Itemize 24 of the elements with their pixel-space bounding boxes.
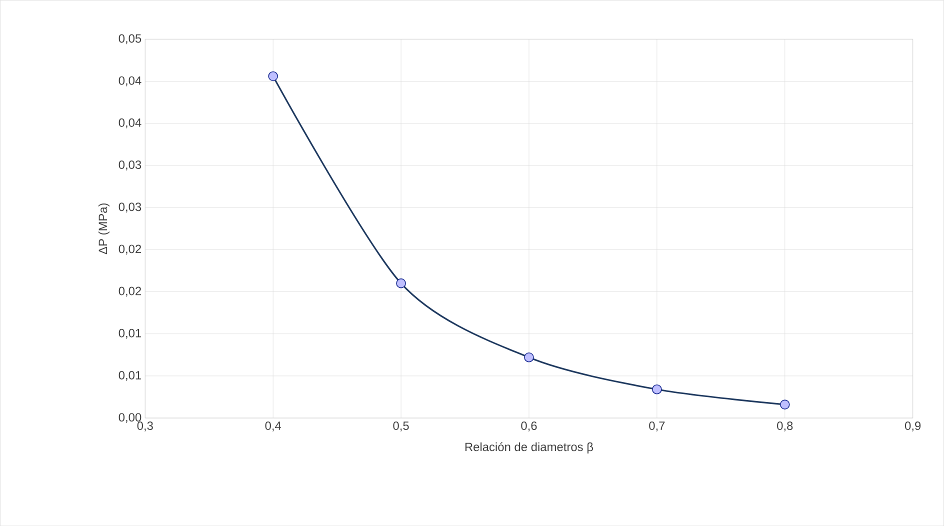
y-tick-label: 0,04 — [118, 118, 142, 128]
y-tick-label: 0,03 — [118, 160, 142, 170]
y-axis-title: ΔP (MPa) — [98, 203, 110, 254]
y-tick-label: 0,04 — [118, 76, 142, 86]
x-tick-label: 0,8 — [777, 421, 793, 432]
point — [268, 71, 278, 82]
point — [524, 352, 534, 362]
y-tick-label: 0,03 — [118, 202, 142, 212]
point — [780, 400, 790, 410]
x-tick-label: 0,6 — [521, 421, 537, 432]
point — [652, 384, 662, 394]
x-axis-title: Relación de diametros β — [465, 442, 594, 454]
y-tick-label: 0,01 — [118, 328, 142, 339]
x-tick-label: 0,9 — [904, 421, 921, 432]
y-tick-label: 0,01 — [118, 370, 142, 381]
y-tick-label: 0,02 — [118, 244, 142, 255]
x-tick-label: 0,3 — [137, 421, 153, 432]
point — [396, 278, 406, 288]
y-tick-label: 0,05 — [118, 34, 142, 44]
y-tick-label: 0,00 — [118, 413, 142, 423]
x-tick-label: 0,7 — [649, 421, 665, 432]
y-tick-label: 0,02 — [118, 286, 142, 297]
x-tick-label: 0,5 — [393, 421, 409, 432]
x-tick-label: 0,4 — [265, 421, 282, 432]
